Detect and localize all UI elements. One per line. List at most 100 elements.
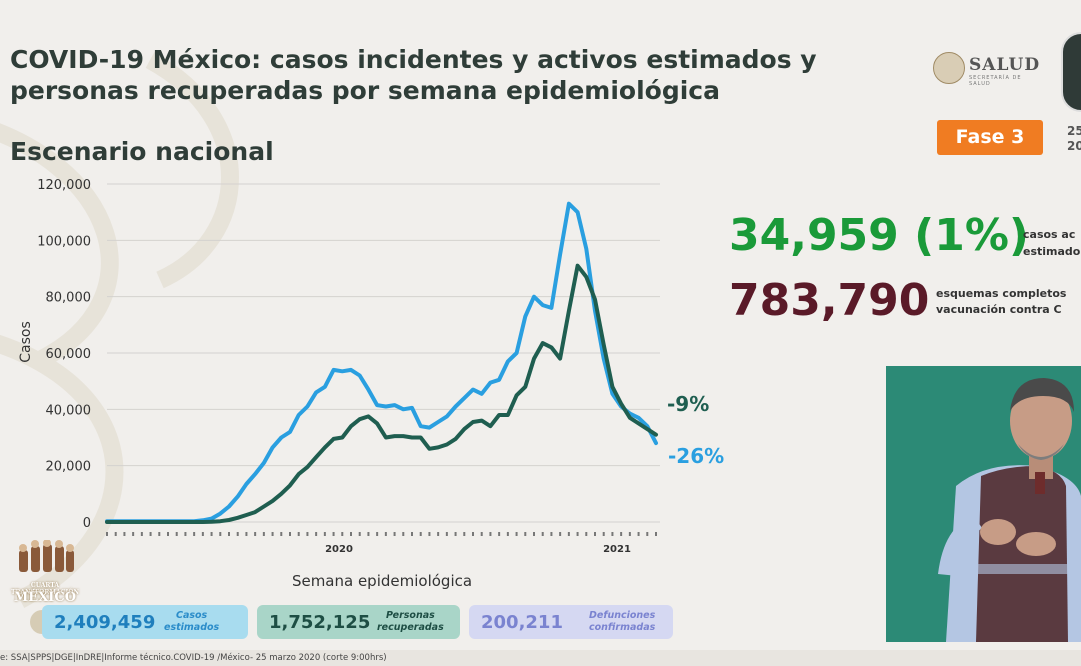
y-tick-label: 80,000: [46, 291, 92, 306]
x-tick-mark: [289, 532, 291, 536]
x-tick-mark: [638, 532, 640, 536]
date-line-2: 20: [1067, 139, 1081, 154]
x-tick-mark: [184, 532, 186, 536]
x-tick-mark: [367, 532, 369, 536]
x-tick-mark: [559, 532, 561, 536]
x-tick-mark: [324, 532, 326, 536]
x-tick-mark: [123, 532, 125, 536]
x-tick-mark: [350, 532, 352, 536]
salud-logo-word: SALUD: [969, 55, 1040, 75]
x-tick-mark: [376, 532, 378, 536]
x-tick-mark: [611, 532, 613, 536]
salud-logo: SALUD SECRETARÍA DE SALUD: [933, 52, 1045, 86]
logo-line-2: MÉXICO: [10, 590, 80, 605]
vaccine-label-line-1: esquemas completos: [936, 286, 1066, 302]
x-tick-mark: [524, 532, 526, 536]
y-tick-label: 60,000: [46, 347, 92, 362]
x-tick-mark: [585, 532, 587, 536]
x-tick-mark: [263, 532, 265, 536]
x-tick-mark: [516, 532, 518, 536]
stat-deaths-value: 200,211: [481, 612, 563, 633]
x-tick-mark: [420, 532, 422, 536]
salud-logo-sub: SECRETARÍA DE SALUD: [969, 75, 1045, 87]
interpreter-video: [886, 366, 1081, 642]
x-tick-mark: [446, 532, 448, 536]
x-tick-mark: [333, 532, 335, 536]
x-tick-mark: [115, 532, 117, 536]
stat-estimated-cases: 2,409,459 Casos estimados: [42, 605, 248, 639]
x-tick-mark: [411, 532, 413, 536]
x-tick-mark: [280, 532, 282, 536]
annotation-cases-change: -26%: [668, 444, 724, 468]
stat-label-line: Personas: [377, 610, 444, 622]
x-tick-marks: [106, 532, 657, 536]
source-footer: e: SSA|SPPS|DGE|InDRE|Informe técnico.CO…: [0, 650, 1081, 666]
y-tick-label: 20,000: [46, 460, 92, 475]
x-tick-mark: [455, 532, 457, 536]
x-tick-mark: [498, 532, 500, 536]
vaccine-label-line-2: vacunación contra C: [936, 302, 1066, 318]
x-tick-mark: [298, 532, 300, 536]
x-tick-mark: [550, 532, 552, 536]
active-cases-value: 34,959 (1%): [729, 210, 1029, 261]
interpreter-figure-icon: [886, 366, 1081, 642]
stat-deaths-label: Defunciones confirmadas: [589, 610, 655, 634]
stat-estimated-cases-value: 2,409,459: [54, 612, 155, 633]
stat-recovered-value: 1,752,125: [269, 612, 370, 633]
x-tick-mark: [533, 532, 535, 536]
x-tick-mark: [272, 532, 274, 536]
x-tick-mark: [193, 532, 195, 536]
year-label-2020: 2020: [325, 544, 353, 555]
line-chart: 020,00040,00060,00080,000100,000120,000 …: [0, 170, 740, 600]
active-label-line-2: estimado: [1023, 243, 1080, 260]
x-tick-mark: [315, 532, 317, 536]
x-axis-label: Semana epidemiológica: [292, 572, 472, 590]
stat-recovered-label: Personas recuperadas: [377, 610, 444, 634]
x-tick-mark: [228, 532, 230, 536]
series-line-recovered: [107, 266, 656, 522]
x-tick-mark: [385, 532, 387, 536]
heroes-figures-icon: [15, 540, 75, 574]
x-tick-mark: [402, 532, 404, 536]
stat-label-line: Defunciones: [589, 610, 655, 622]
x-tick-mark: [176, 532, 178, 536]
active-label-line-1: casos ac: [1023, 226, 1080, 243]
x-tick-mark: [167, 532, 169, 536]
active-cases-label: casos ac estimado: [1023, 226, 1080, 260]
x-tick-mark: [463, 532, 465, 536]
x-tick-mark: [237, 532, 239, 536]
y-tick-label: 0: [83, 516, 91, 531]
x-tick-mark: [106, 532, 108, 536]
vaccine-schemes-label: esquemas completos vacunación contra C: [936, 286, 1066, 318]
stat-label-line: recuperadas: [377, 622, 444, 634]
chart-grid: [107, 184, 660, 522]
x-tick-mark: [568, 532, 570, 536]
x-tick-mark: [158, 532, 160, 536]
x-tick-mark: [341, 532, 343, 536]
y-tick-label: 40,000: [46, 403, 92, 418]
seal-icon: [1061, 32, 1081, 112]
x-tick-mark: [202, 532, 204, 536]
x-tick-mark: [472, 532, 474, 536]
vaccine-schemes-value: 783,790: [729, 275, 929, 326]
x-tick-mark: [359, 532, 361, 536]
x-tick-mark: [594, 532, 596, 536]
x-tick-mark: [507, 532, 509, 536]
stat-label-line: Casos: [164, 610, 219, 622]
stat-deaths: 200,211 Defunciones confirmadas: [469, 605, 673, 639]
chart-series: [107, 204, 656, 522]
x-tick-mark: [577, 532, 579, 536]
y-tick-labels: 0 20,000 40,000 60,000 80,000 100,000 120,000: [37, 178, 91, 531]
stat-estimated-cases-label: Casos estimados: [164, 610, 219, 634]
x-tick-mark: [629, 532, 631, 536]
x-tick-mark: [481, 532, 483, 536]
x-tick-mark: [245, 532, 247, 536]
annotation-recovered-change: -9%: [667, 392, 709, 416]
year-label-2021: 2021: [603, 544, 631, 555]
stat-label-line: estimados: [164, 622, 219, 634]
x-tick-mark: [655, 532, 657, 536]
x-tick-mark: [254, 532, 256, 536]
x-tick-mark: [489, 532, 491, 536]
x-tick-mark: [620, 532, 622, 536]
x-tick-mark: [211, 532, 213, 536]
